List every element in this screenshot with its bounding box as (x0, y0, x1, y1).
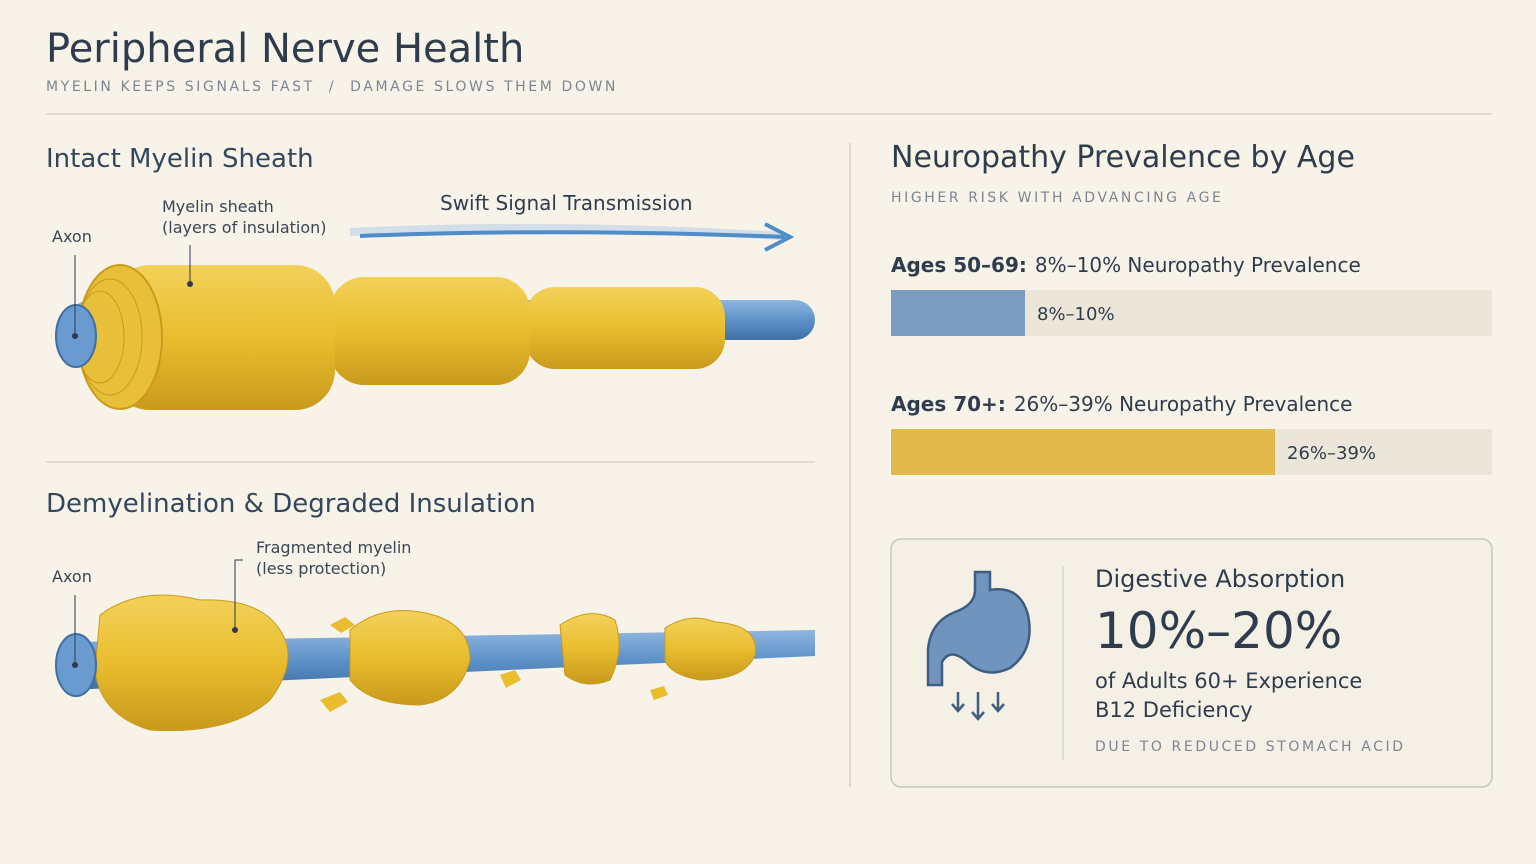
axon-label: Axon (52, 227, 92, 246)
bar-label: 8%–10% (1037, 304, 1115, 325)
signal-arrow (349, 222, 795, 252)
subtitle-separator: / (329, 79, 336, 95)
signal-label: Swift Signal Transmission (440, 191, 693, 215)
group-description: 26%–39% Neuropathy Prevalence (1014, 392, 1353, 416)
page-title: Peripheral Nerve Health (46, 26, 524, 72)
absorption-value: 10%–20% (1095, 602, 1342, 660)
absorption-description: of Adults 60+ Experience (1095, 669, 1362, 693)
bar (891, 429, 1275, 475)
prevalence-title: Neuropathy Prevalence by Age (891, 140, 1355, 175)
damaged-title: Demyelination & Degraded Insulation (46, 489, 536, 519)
damaged-nerve (55, 559, 815, 732)
fragment-label: (less protection) (256, 559, 386, 578)
bar-label: 26%–39% (1287, 443, 1376, 464)
bar (891, 290, 1025, 336)
prevalence-subtitle: HIGHER RISK WITH ADVANCING AGE (891, 190, 1223, 206)
group-age: Ages 50–69: (891, 253, 1027, 277)
absorption-title: Digestive Absorption (1095, 565, 1345, 593)
axon-label: Axon (52, 567, 92, 586)
group-description: 8%–10% Neuropathy Prevalence (1035, 253, 1361, 277)
group-age: Ages 70+: (891, 392, 1006, 416)
intact-title: Intact Myelin Sheath (46, 144, 314, 174)
sheath-label: (layers of insulation) (162, 218, 327, 237)
sheath-label: Myelin sheath (162, 197, 274, 216)
absorption-card (890, 538, 1493, 788)
intact-nerve (55, 245, 815, 410)
page-subtitle: MYELIN KEEPS SIGNALS FAST / DAMAGE SLOWS T… (46, 79, 618, 95)
absorption-description: B12 Deficiency (1095, 698, 1253, 722)
subtitle-left: MYELIN KEEPS SIGNALS FAST (46, 79, 315, 95)
stomach-icon (926, 570, 1031, 721)
absorption-note: DUE TO REDUCED STOMACH ACID (1095, 739, 1406, 755)
group-heading: Ages 50–69: 8%–10% Neuropathy Prevalence (891, 253, 1361, 277)
group-heading: Ages 70+: 26%–39% Neuropathy Prevalence (891, 392, 1352, 416)
subtitle-right: DAMAGE SLOWS THEM DOWN (350, 79, 618, 95)
fragment-label: Fragmented myelin (256, 538, 411, 557)
